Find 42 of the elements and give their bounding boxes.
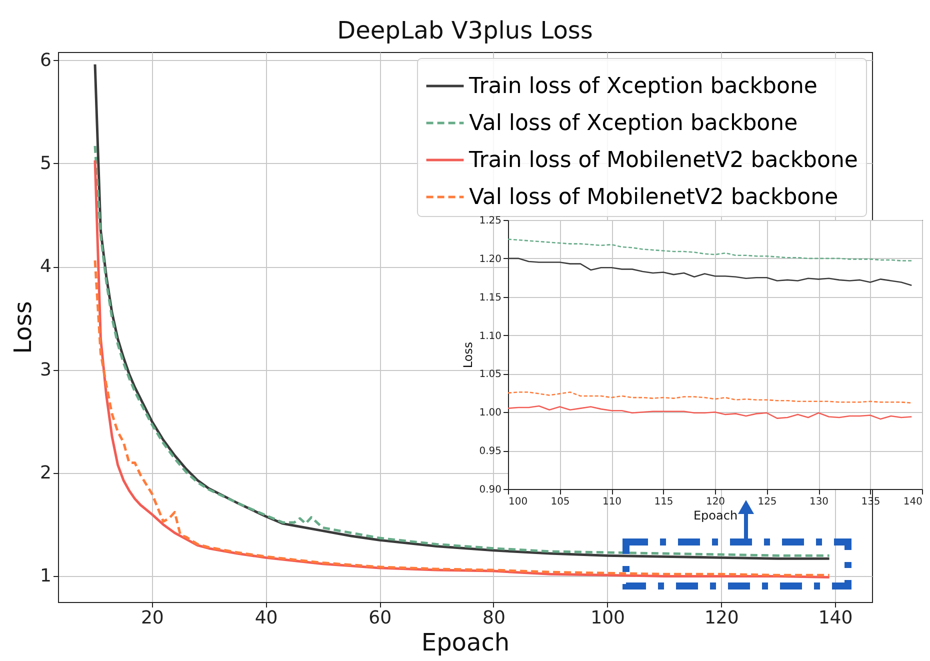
x-tick-label: 125 (758, 496, 777, 508)
y-tick-label: 2 (40, 462, 52, 484)
y-tick-label: 1.05 (479, 369, 502, 380)
y-tick-label: 3 (40, 359, 52, 380)
x-tick-label: 40 (254, 608, 278, 628)
x-tick-label: 110 (602, 496, 622, 508)
x-tick-label: 100 (590, 608, 625, 628)
chart-title: DeepLab V3plus Loss (337, 16, 593, 44)
x-axis-title: Epoach (693, 508, 738, 522)
x-tick-label: 130 (809, 496, 829, 508)
y-tick-label: 1 (40, 566, 52, 587)
y-tick-label: 1.20 (479, 254, 502, 265)
line-series (508, 405, 912, 420)
x-tick-label: 120 (704, 608, 739, 628)
x-tick-label: 140 (903, 496, 922, 508)
x-tick-label: 80 (482, 608, 506, 628)
x-tick-label: 115 (654, 496, 674, 508)
y-tick-label: 6 (40, 50, 52, 71)
y-tick-label: 1.15 (479, 292, 502, 304)
y-axis-title: Loss (9, 301, 38, 354)
y-tick-label: 5 (40, 152, 52, 174)
y-tick-label: 1.10 (479, 330, 502, 342)
x-tick-label: 60 (368, 608, 392, 628)
x-tick-label: 100 (508, 496, 528, 508)
legend-label: Val loss of Xception backbone (469, 111, 798, 136)
legend-label: Train loss of MobilenetV2 backbone (468, 148, 858, 173)
line-series (508, 392, 912, 404)
y-tick-label: 0.90 (479, 484, 502, 496)
y-tick-label: 1.00 (479, 408, 502, 419)
line-series (508, 258, 912, 286)
x-axis-title: Epoach (421, 628, 510, 656)
x-tick-label: 20 (140, 608, 164, 628)
x-tick-label: 120 (706, 496, 726, 508)
y-tick-label: 1.25 (479, 216, 502, 226)
line-series (508, 238, 912, 262)
y-axis-title: Loss (461, 342, 476, 368)
x-tick-label: 140 (818, 608, 853, 628)
y-tick-label: 4 (40, 256, 52, 278)
x-tick-label: 105 (550, 496, 570, 508)
legend-label: Val loss of MobilenetV2 backbone (469, 185, 838, 210)
y-tick-label: 0.95 (479, 446, 502, 458)
legend-label: Train loss of Xception backbone (468, 74, 818, 99)
